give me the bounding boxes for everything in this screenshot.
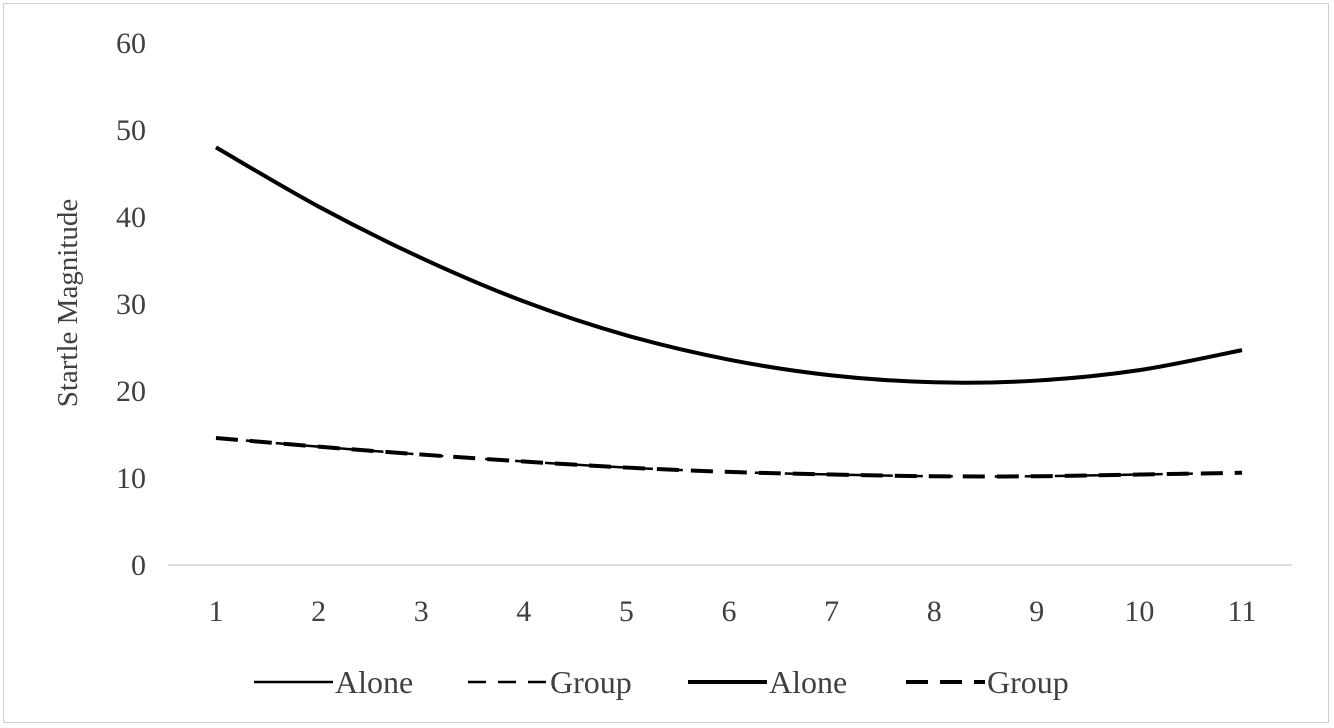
x-tick-label: 1 xyxy=(209,595,224,628)
series-line-0 xyxy=(215,146,1243,384)
y-tick-label: 10 xyxy=(116,462,146,495)
x-tick-label: 4 xyxy=(516,595,531,628)
series-line-2 xyxy=(215,145,1243,385)
x-tick-label: 6 xyxy=(722,595,737,628)
x-tick-label: 2 xyxy=(311,595,326,628)
x-tick-label: 9 xyxy=(1029,595,1044,628)
y-tick-label: 0 xyxy=(131,549,146,582)
legend-label-1: Group xyxy=(550,664,632,700)
x-tick-labels: 1 2 3 4 5 6 7 8 9 10 11 xyxy=(209,595,1257,628)
legend-label-0: Alone xyxy=(335,664,413,700)
legend: Alone Group Alone Group xyxy=(254,664,1069,700)
x-tick-label: 8 xyxy=(927,595,942,628)
y-tick-label: 50 xyxy=(116,114,146,147)
y-tick-label: 40 xyxy=(116,201,146,234)
x-tick-label: 10 xyxy=(1124,595,1154,628)
y-axis-title-group: Startle Magnitude xyxy=(52,199,84,408)
series-lines xyxy=(215,145,1243,479)
y-tick-label: 20 xyxy=(116,375,146,408)
y-tick-label: 30 xyxy=(116,288,146,321)
legend-label-3: Group xyxy=(987,664,1069,700)
legend-label-2: Alone xyxy=(769,664,847,700)
series-line-3 xyxy=(215,435,1243,479)
x-tick-label: 11 xyxy=(1228,595,1257,628)
y-tick-labels: 0 10 20 30 40 50 60 xyxy=(116,27,146,582)
chart-frame xyxy=(3,3,1329,723)
y-tick-label: 60 xyxy=(116,27,146,60)
x-tick-label: 5 xyxy=(619,595,634,628)
y-axis-title: Startle Magnitude xyxy=(52,199,84,408)
x-tick-label: 3 xyxy=(414,595,429,628)
x-tick-label: 7 xyxy=(824,595,839,628)
